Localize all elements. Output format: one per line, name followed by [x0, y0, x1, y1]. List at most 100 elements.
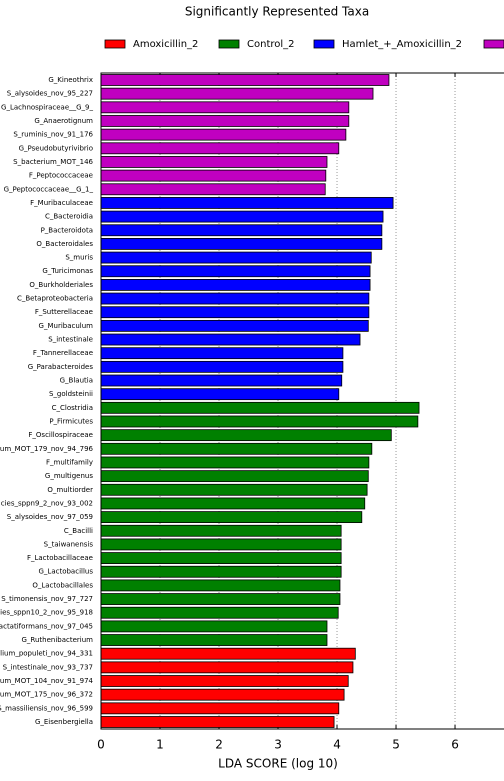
category-label: ies_sppn10_2_nov_95_918	[0, 609, 93, 617]
bar	[100, 456, 370, 469]
bar	[100, 483, 368, 496]
category-label: C_Bacteroidia	[45, 213, 93, 221]
bar	[100, 319, 369, 332]
category-label: P_Bacteroidota	[41, 226, 93, 234]
category-label: S_timonensis_nov_97_727	[1, 595, 93, 603]
category-label: um_MOT_175_nov_96_372	[0, 691, 93, 699]
category-label: G_Lachnospiraceae__G_9_	[1, 103, 93, 111]
bar	[100, 333, 361, 346]
bar	[100, 306, 370, 319]
bar	[100, 716, 335, 728]
bar	[100, 278, 371, 291]
category-label: G_Muribaculum	[39, 322, 94, 330]
bar	[100, 360, 344, 373]
bar	[100, 388, 340, 401]
x-tick-label: 2	[215, 738, 223, 752]
category-label: P_Firmicutes	[49, 417, 93, 425]
x-tick-label: 4	[333, 738, 341, 752]
category-label: F_Tannerellaceae	[33, 349, 93, 357]
bar	[100, 238, 383, 250]
bar	[100, 552, 342, 564]
bar	[100, 87, 374, 100]
bar	[100, 74, 390, 86]
category-label: S_muris	[65, 254, 93, 262]
bar	[100, 265, 371, 278]
category-label: S_intestinale_nov_93_737	[3, 663, 93, 671]
category-label: S_bacterium_MOT_146	[13, 158, 93, 166]
x-tick-label: 1	[156, 738, 164, 752]
legend-swatch	[218, 39, 240, 49]
category-label: G_Parabacteroides	[28, 363, 94, 371]
category-label: C_Betaproteobacteria	[17, 295, 93, 303]
legend-label: Hamlet_+_Amoxicillin_2	[342, 39, 462, 50]
category-label: cies_sppn9_2_nov_93_002	[1, 499, 93, 507]
category-label: S_goldsteinii	[49, 390, 93, 398]
category-label: C_Clostridia	[52, 404, 93, 412]
category-label: O_multiorder	[47, 486, 93, 494]
bar	[100, 429, 392, 442]
category-label: F_Muribaculaceae	[30, 199, 93, 207]
category-label: G_Pseudobutyrivibrio	[19, 144, 93, 152]
bar	[100, 593, 341, 605]
bar	[100, 524, 342, 537]
category-label: um_MOT_179_nov_94_796	[0, 445, 94, 453]
bar	[100, 497, 366, 510]
plot-frame	[100, 72, 504, 730]
category-label: lium_populeti_nov_94_331	[0, 650, 93, 658]
bar	[100, 702, 340, 715]
category-label: S_alysoides_nov_97_059	[7, 513, 93, 521]
bar	[100, 251, 372, 264]
bar	[100, 142, 340, 155]
category-label: S_intestinale	[48, 336, 93, 344]
category-label: F_Sutterellaceae	[35, 308, 93, 316]
category-label: F_Lactobacillaceae	[27, 554, 93, 562]
bar	[100, 224, 383, 237]
bar	[100, 101, 350, 114]
category-label: F_Peptococcaceae	[29, 172, 93, 180]
bar	[100, 647, 356, 660]
bar	[100, 579, 341, 592]
category-label: F_Oscillospiraceae	[28, 431, 93, 439]
category-label: G_Turicimonas	[42, 267, 93, 275]
category-label: S_alysoides_nov_95_227	[7, 90, 93, 98]
bar	[100, 620, 328, 633]
legend-swatch	[483, 39, 504, 49]
category-label: G_Eisenbergiella	[35, 718, 93, 726]
category-label: C_Bacilli	[64, 527, 93, 535]
bar	[100, 538, 342, 551]
x-tick-label: 5	[392, 738, 400, 752]
bar	[100, 128, 347, 141]
category-label: G_Kineothrix	[48, 76, 93, 84]
bar	[100, 442, 373, 455]
bar	[100, 415, 419, 428]
category-label: G_Peptococcaceae__G_1_	[4, 185, 94, 193]
bar	[100, 292, 370, 305]
bar	[100, 210, 384, 223]
bar	[100, 183, 326, 196]
category-label: S_massiliensis_nov_96_599	[0, 704, 93, 712]
category-label: lactatiformans_nov_97_045	[0, 622, 93, 630]
category-label: O_Burkholderiales	[29, 281, 93, 289]
x-tick-label: 6	[451, 738, 459, 752]
bar	[100, 401, 420, 414]
legend-swatch	[313, 39, 335, 49]
category-label: O_Lactobacillales	[32, 581, 93, 589]
category-label: G_Lactobacillus	[39, 568, 94, 576]
bar	[100, 374, 343, 387]
bar	[100, 688, 345, 701]
bar	[100, 169, 327, 182]
category-label: S_ruminis_nov_91_176	[13, 131, 93, 139]
legend-swatch	[104, 39, 126, 49]
category-label: O_Bacteroidales	[36, 240, 93, 248]
legend-label: Control_2	[247, 39, 295, 50]
bar	[100, 565, 342, 578]
bar	[100, 156, 328, 168]
legend-label: Amoxicillin_2	[133, 39, 198, 50]
x-tick-label: 0	[97, 738, 105, 752]
bar	[100, 661, 354, 674]
bar	[100, 347, 344, 360]
bar	[100, 197, 394, 209]
bar	[100, 675, 349, 687]
x-axis-label: LDA SCORE (log 10)	[218, 757, 338, 771]
